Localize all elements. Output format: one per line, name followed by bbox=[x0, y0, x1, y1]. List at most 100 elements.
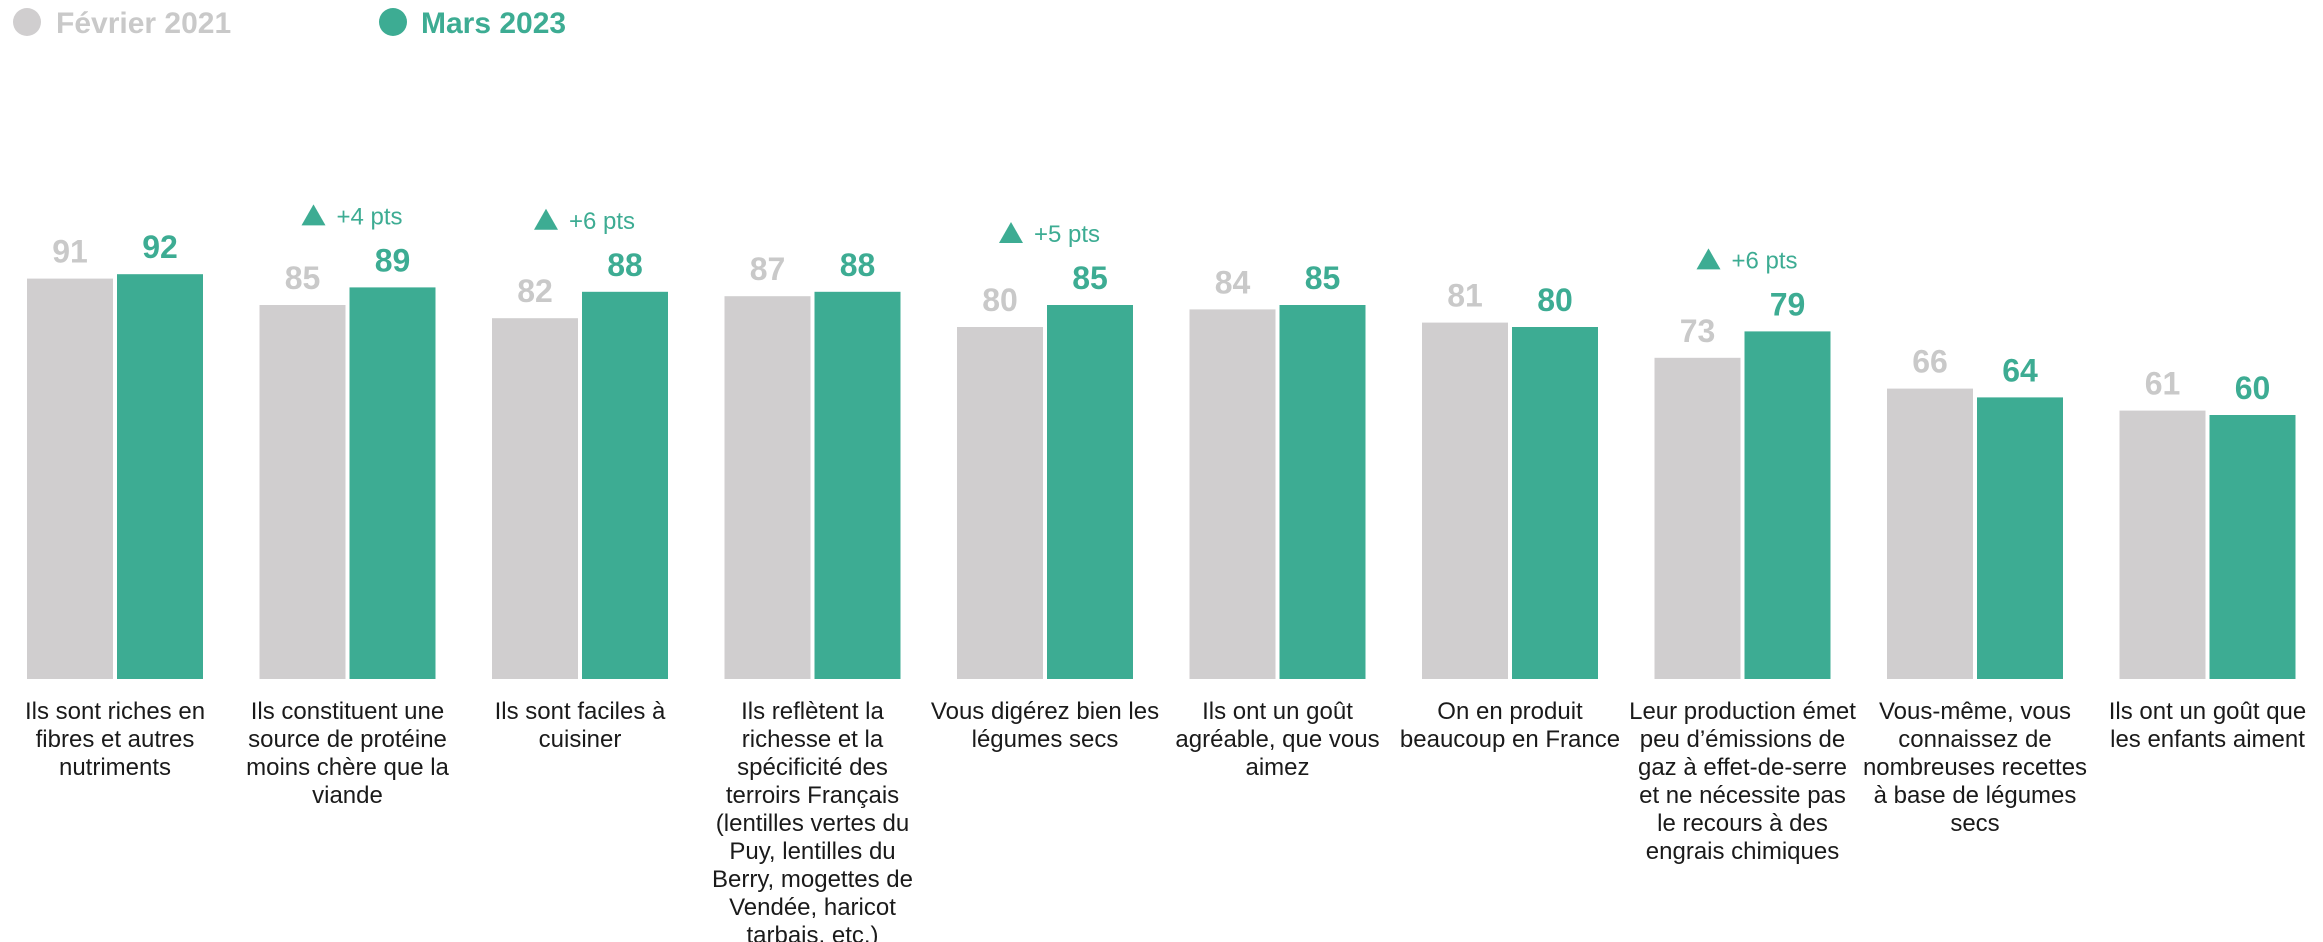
bar-fevrier-2021-2 bbox=[259, 305, 346, 679]
bar-mars-2023-5 bbox=[1047, 305, 1133, 679]
category-label-line: beaucoup en France bbox=[1400, 726, 1620, 753]
category-label-line: les enfants aiment bbox=[2110, 726, 2305, 753]
category-label-line: terroirs Français bbox=[726, 782, 899, 809]
bar-fevrier-2021-8 bbox=[1654, 357, 1741, 679]
category-label-line: Ils constituent une bbox=[251, 698, 444, 725]
category-label-line: cuisiner bbox=[539, 726, 622, 753]
value-label-mars-2023-9: 64 bbox=[2002, 352, 2038, 388]
value-label-mars-2023-1: 92 bbox=[142, 229, 178, 265]
category-label-line: gaz à effet-de-serre bbox=[1638, 754, 1847, 781]
category-label-4: Ils reflètent la richesse et la spécificit… bbox=[712, 698, 913, 942]
bar-mars-2023-2 bbox=[349, 287, 436, 679]
bar-mars-2023-10 bbox=[2209, 415, 2296, 679]
category-label-line: Vendée, haricot bbox=[729, 894, 896, 921]
category-label-line: peu d’émissions de bbox=[1640, 726, 1845, 753]
category-label-line: spécificité des bbox=[737, 754, 888, 781]
plot-area: 91 92 Ils sont riches en fibres et autres nu… bbox=[25, 203, 2306, 942]
category-label-line: le recours à des bbox=[1657, 810, 1828, 837]
triangle-up-icon bbox=[999, 222, 1023, 243]
category-label-line: secs bbox=[1950, 810, 1999, 837]
category-label-line: richesse et la bbox=[742, 726, 884, 753]
category-label-line: et ne nécessite pas bbox=[1639, 782, 1846, 809]
category-label-line: Ils ont un goût bbox=[1202, 698, 1353, 725]
category-label-9: Vous-même, vous connaissez de nombreuses r… bbox=[1863, 698, 2087, 837]
category-label-line: Puy, lentilles du bbox=[729, 838, 895, 865]
category-label-3: Ils sont faciles à cuisiner bbox=[495, 698, 666, 753]
bar-mars-2023-9 bbox=[1977, 397, 2063, 679]
bar-fevrier-2021-10 bbox=[2119, 410, 2206, 679]
value-label-fevrier-2021-4: 87 bbox=[750, 251, 786, 287]
category-label-line: On en produit bbox=[1437, 698, 1583, 725]
value-label-fevrier-2021-6: 84 bbox=[1215, 264, 1251, 300]
value-label-fevrier-2021-3: 82 bbox=[517, 273, 553, 309]
bar-fevrier-2021-3 bbox=[492, 318, 578, 679]
category-label-6: Ils ont un goût agréable, que vous aimez bbox=[1175, 698, 1379, 781]
delta-annotation-8: +6 pts bbox=[1732, 247, 1798, 274]
category-label-line: agréable, que vous bbox=[1175, 726, 1379, 753]
category-label-line: Ils reflètent la bbox=[741, 698, 884, 725]
value-label-fevrier-2021-8: 73 bbox=[1680, 313, 1716, 349]
value-label-mars-2023-8: 79 bbox=[1770, 286, 1806, 322]
category-label-line: fibres et autres bbox=[36, 726, 195, 753]
category-label-line: tarbais, etc.) bbox=[746, 922, 878, 942]
category-label-line: connaissez de bbox=[1898, 726, 2051, 753]
bar-mars-2023-7 bbox=[1512, 327, 1598, 679]
value-label-mars-2023-3: 88 bbox=[607, 247, 643, 283]
triangle-up-icon bbox=[1696, 248, 1721, 270]
category-label-5: Vous digérez bien les légumes secs bbox=[931, 698, 1159, 753]
category-label-line: engrais chimiques bbox=[1646, 838, 1839, 865]
delta-annotation-3: +6 pts bbox=[569, 208, 635, 235]
legend-label-mars-2023: Mars 2023 bbox=[421, 7, 566, 40]
value-label-fevrier-2021-1: 91 bbox=[52, 234, 88, 270]
legend-marker-fevrier-2021 bbox=[13, 8, 41, 36]
category-label-line: aimez bbox=[1245, 754, 1309, 781]
bar-mars-2023-6 bbox=[1279, 305, 1366, 679]
value-label-fevrier-2021-9: 66 bbox=[1912, 344, 1948, 380]
category-label-line: moins chère que la bbox=[246, 754, 449, 781]
category-label-line: Ils sont faciles à bbox=[495, 698, 666, 725]
bar-fevrier-2021-1 bbox=[27, 278, 113, 679]
category-label-line: nutriments bbox=[59, 754, 171, 781]
value-label-mars-2023-10: 60 bbox=[2235, 370, 2271, 406]
delta-annotation-2: +4 pts bbox=[337, 203, 403, 230]
value-label-fevrier-2021-2: 85 bbox=[285, 260, 321, 296]
bar-fevrier-2021-7 bbox=[1422, 322, 1508, 679]
category-label-line: Ils ont un goût que bbox=[2109, 698, 2306, 725]
category-label-line: nombreuses recettes bbox=[1863, 754, 2087, 781]
bar-fevrier-2021-4 bbox=[724, 296, 811, 679]
category-label-line: (lentilles vertes du bbox=[716, 810, 909, 837]
bar-fevrier-2021-9 bbox=[1887, 388, 1973, 679]
category-label-line: Ils sont riches en bbox=[25, 698, 205, 725]
category-label-line: Vous digérez bien les bbox=[931, 698, 1159, 725]
bar-mars-2023-8 bbox=[1744, 331, 1831, 679]
bar-mars-2023-3 bbox=[582, 291, 668, 679]
category-label-7: On en produit beaucoup en France bbox=[1400, 698, 1620, 753]
legend: Février 2021 Mars 2023 bbox=[13, 7, 566, 40]
bar-fevrier-2021-5 bbox=[957, 327, 1043, 679]
value-label-fevrier-2021-10: 61 bbox=[2145, 366, 2181, 402]
category-label-line: source de protéine bbox=[248, 726, 447, 753]
category-label-line: légumes secs bbox=[972, 726, 1119, 753]
category-label-line: Vous-même, vous bbox=[1879, 698, 2071, 725]
value-label-mars-2023-7: 80 bbox=[1537, 282, 1573, 318]
category-label-line: Leur production émet bbox=[1629, 698, 1856, 725]
bar-fevrier-2021-6 bbox=[1189, 309, 1276, 679]
category-label-line: à base de légumes bbox=[1874, 782, 2077, 809]
category-label-8: Leur production émet peu d’émissions de ga… bbox=[1629, 698, 1856, 865]
delta-annotation-5: +5 pts bbox=[1034, 221, 1100, 248]
category-label-1: Ils sont riches en fibres et autres nutrim… bbox=[25, 698, 205, 781]
value-label-mars-2023-6: 85 bbox=[1305, 260, 1341, 296]
value-label-mars-2023-2: 89 bbox=[375, 242, 411, 278]
bar-mars-2023-1 bbox=[117, 274, 203, 679]
value-label-fevrier-2021-7: 81 bbox=[1447, 278, 1483, 314]
value-label-mars-2023-4: 88 bbox=[840, 247, 876, 283]
triangle-up-icon bbox=[301, 204, 326, 226]
triangle-up-icon bbox=[534, 208, 558, 230]
value-label-fevrier-2021-5: 80 bbox=[982, 282, 1018, 318]
legend-marker-mars-2023 bbox=[379, 8, 407, 36]
category-label-line: viande bbox=[312, 782, 383, 809]
legend-label-fevrier-2021: Février 2021 bbox=[56, 7, 231, 40]
bar-mars-2023-4 bbox=[814, 291, 901, 679]
category-label-10: Ils ont un goût que les enfants aiment bbox=[2109, 698, 2306, 753]
